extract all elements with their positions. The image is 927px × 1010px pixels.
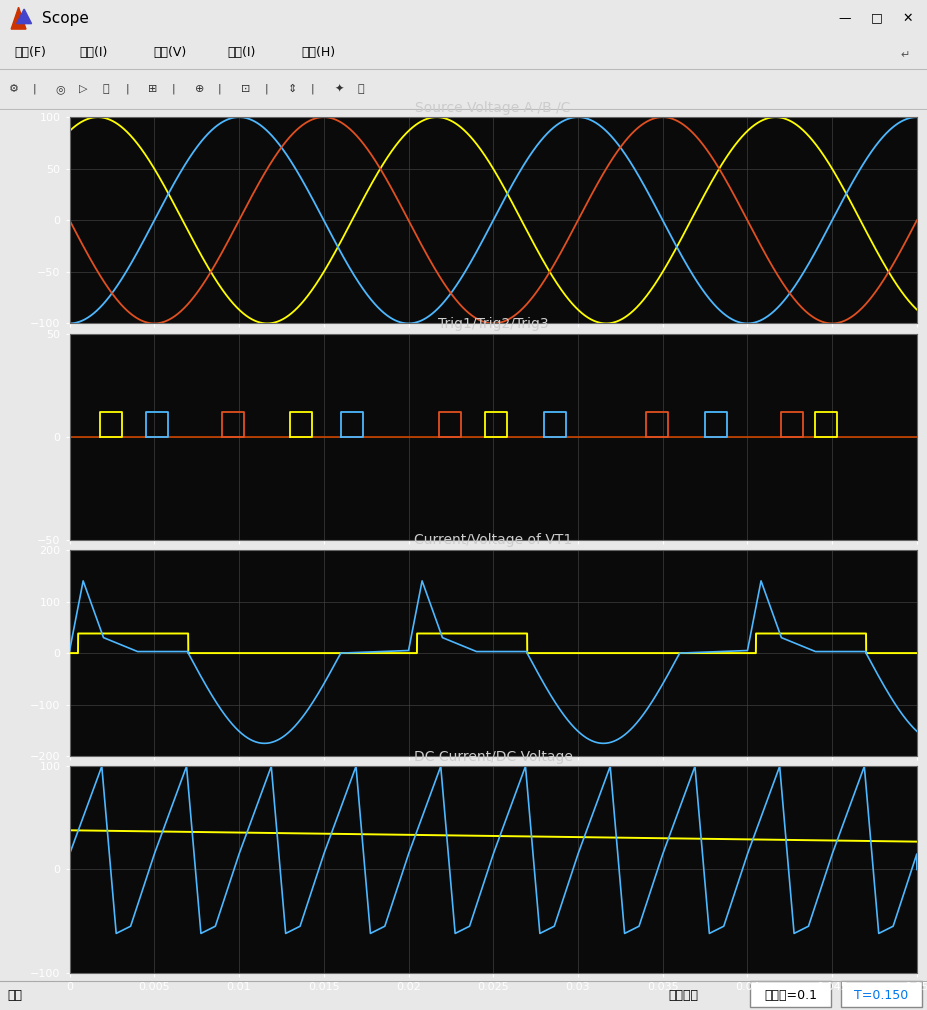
Text: ✦: ✦ bbox=[334, 84, 343, 94]
Polygon shape bbox=[17, 9, 32, 23]
Text: 文件(F): 文件(F) bbox=[14, 45, 45, 59]
Text: ⊞: ⊞ bbox=[148, 84, 158, 94]
Text: □: □ bbox=[870, 12, 882, 24]
Text: |: | bbox=[311, 84, 314, 94]
Text: ◎: ◎ bbox=[56, 84, 66, 94]
Text: ⇕: ⇕ bbox=[287, 84, 297, 94]
Text: ▷: ▷ bbox=[79, 84, 87, 94]
Text: |: | bbox=[218, 84, 222, 94]
Text: T=0.150: T=0.150 bbox=[854, 989, 908, 1002]
Text: 帮助(H): 帮助(H) bbox=[301, 45, 336, 59]
Text: 🖊: 🖊 bbox=[357, 84, 363, 94]
Text: |: | bbox=[125, 84, 129, 94]
Title: Trig1/Trig2/Trig3: Trig1/Trig2/Trig3 bbox=[438, 317, 548, 331]
Text: ⚙: ⚙ bbox=[9, 84, 19, 94]
Text: |: | bbox=[171, 84, 175, 94]
Text: Scope: Scope bbox=[42, 11, 89, 25]
FancyBboxPatch shape bbox=[840, 981, 921, 1007]
Text: 工具(I): 工具(I) bbox=[79, 45, 108, 59]
Text: ✕: ✕ bbox=[901, 12, 912, 24]
Text: 偏移量=0.1: 偏移量=0.1 bbox=[763, 989, 817, 1002]
Text: ⊕: ⊕ bbox=[195, 84, 204, 94]
Polygon shape bbox=[11, 7, 26, 29]
Text: ⏹: ⏹ bbox=[102, 84, 108, 94]
Title: Current/Voltage of VT1: Current/Voltage of VT1 bbox=[413, 533, 572, 547]
FancyBboxPatch shape bbox=[749, 981, 831, 1007]
Title: DC Current/DC Voltage: DC Current/DC Voltage bbox=[413, 749, 572, 764]
Text: —: — bbox=[837, 12, 850, 24]
Text: |: | bbox=[32, 84, 36, 94]
Text: ↵: ↵ bbox=[899, 50, 908, 61]
Text: 就绪: 就绪 bbox=[7, 989, 22, 1002]
Text: 视图(V): 视图(V) bbox=[153, 45, 186, 59]
Text: |: | bbox=[264, 84, 268, 94]
Title: Source Voltage A /B /C: Source Voltage A /B /C bbox=[415, 101, 570, 114]
Text: 仿真(I): 仿真(I) bbox=[227, 45, 256, 59]
Text: 基于采样: 基于采样 bbox=[667, 989, 697, 1002]
Text: ⊡: ⊡ bbox=[241, 84, 250, 94]
